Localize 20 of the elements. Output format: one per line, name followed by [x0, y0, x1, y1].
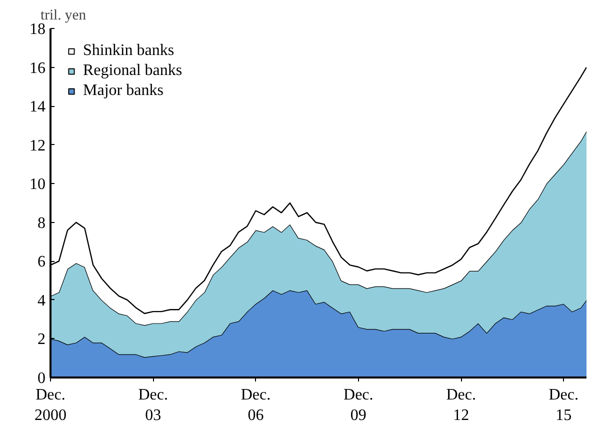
y-tick-label: 14 [30, 98, 46, 116]
y-tick-label: 10 [30, 176, 46, 194]
y-tick-label: 0 [38, 370, 46, 387]
x-tick-label: Dec. 12 [446, 386, 476, 424]
y-tick-label: 18 [30, 21, 46, 38]
x-tick-label: Dec. 15 [548, 386, 579, 424]
legend-label: Regional banks [83, 62, 182, 80]
legend-label: Shinkin banks [83, 42, 174, 60]
y-tick-label: 12 [30, 137, 46, 154]
y-tick-label: 6 [38, 254, 46, 271]
legend-label: Major banks [83, 82, 164, 100]
y-tick-label: 4 [38, 292, 46, 310]
y-tick-label: 2 [38, 331, 46, 348]
y-tick-label: 16 [30, 60, 46, 77]
y-tick-label: 8 [38, 214, 46, 232]
x-tick-label: Dec. 03 [138, 386, 168, 424]
x-tick-label: Dec. 06 [240, 386, 271, 424]
x-tick-label: Dec. 09 [344, 386, 374, 424]
x-tick-label: Dec. 2000 [34, 386, 66, 424]
y-axis-title: tril. yen [40, 8, 87, 24]
